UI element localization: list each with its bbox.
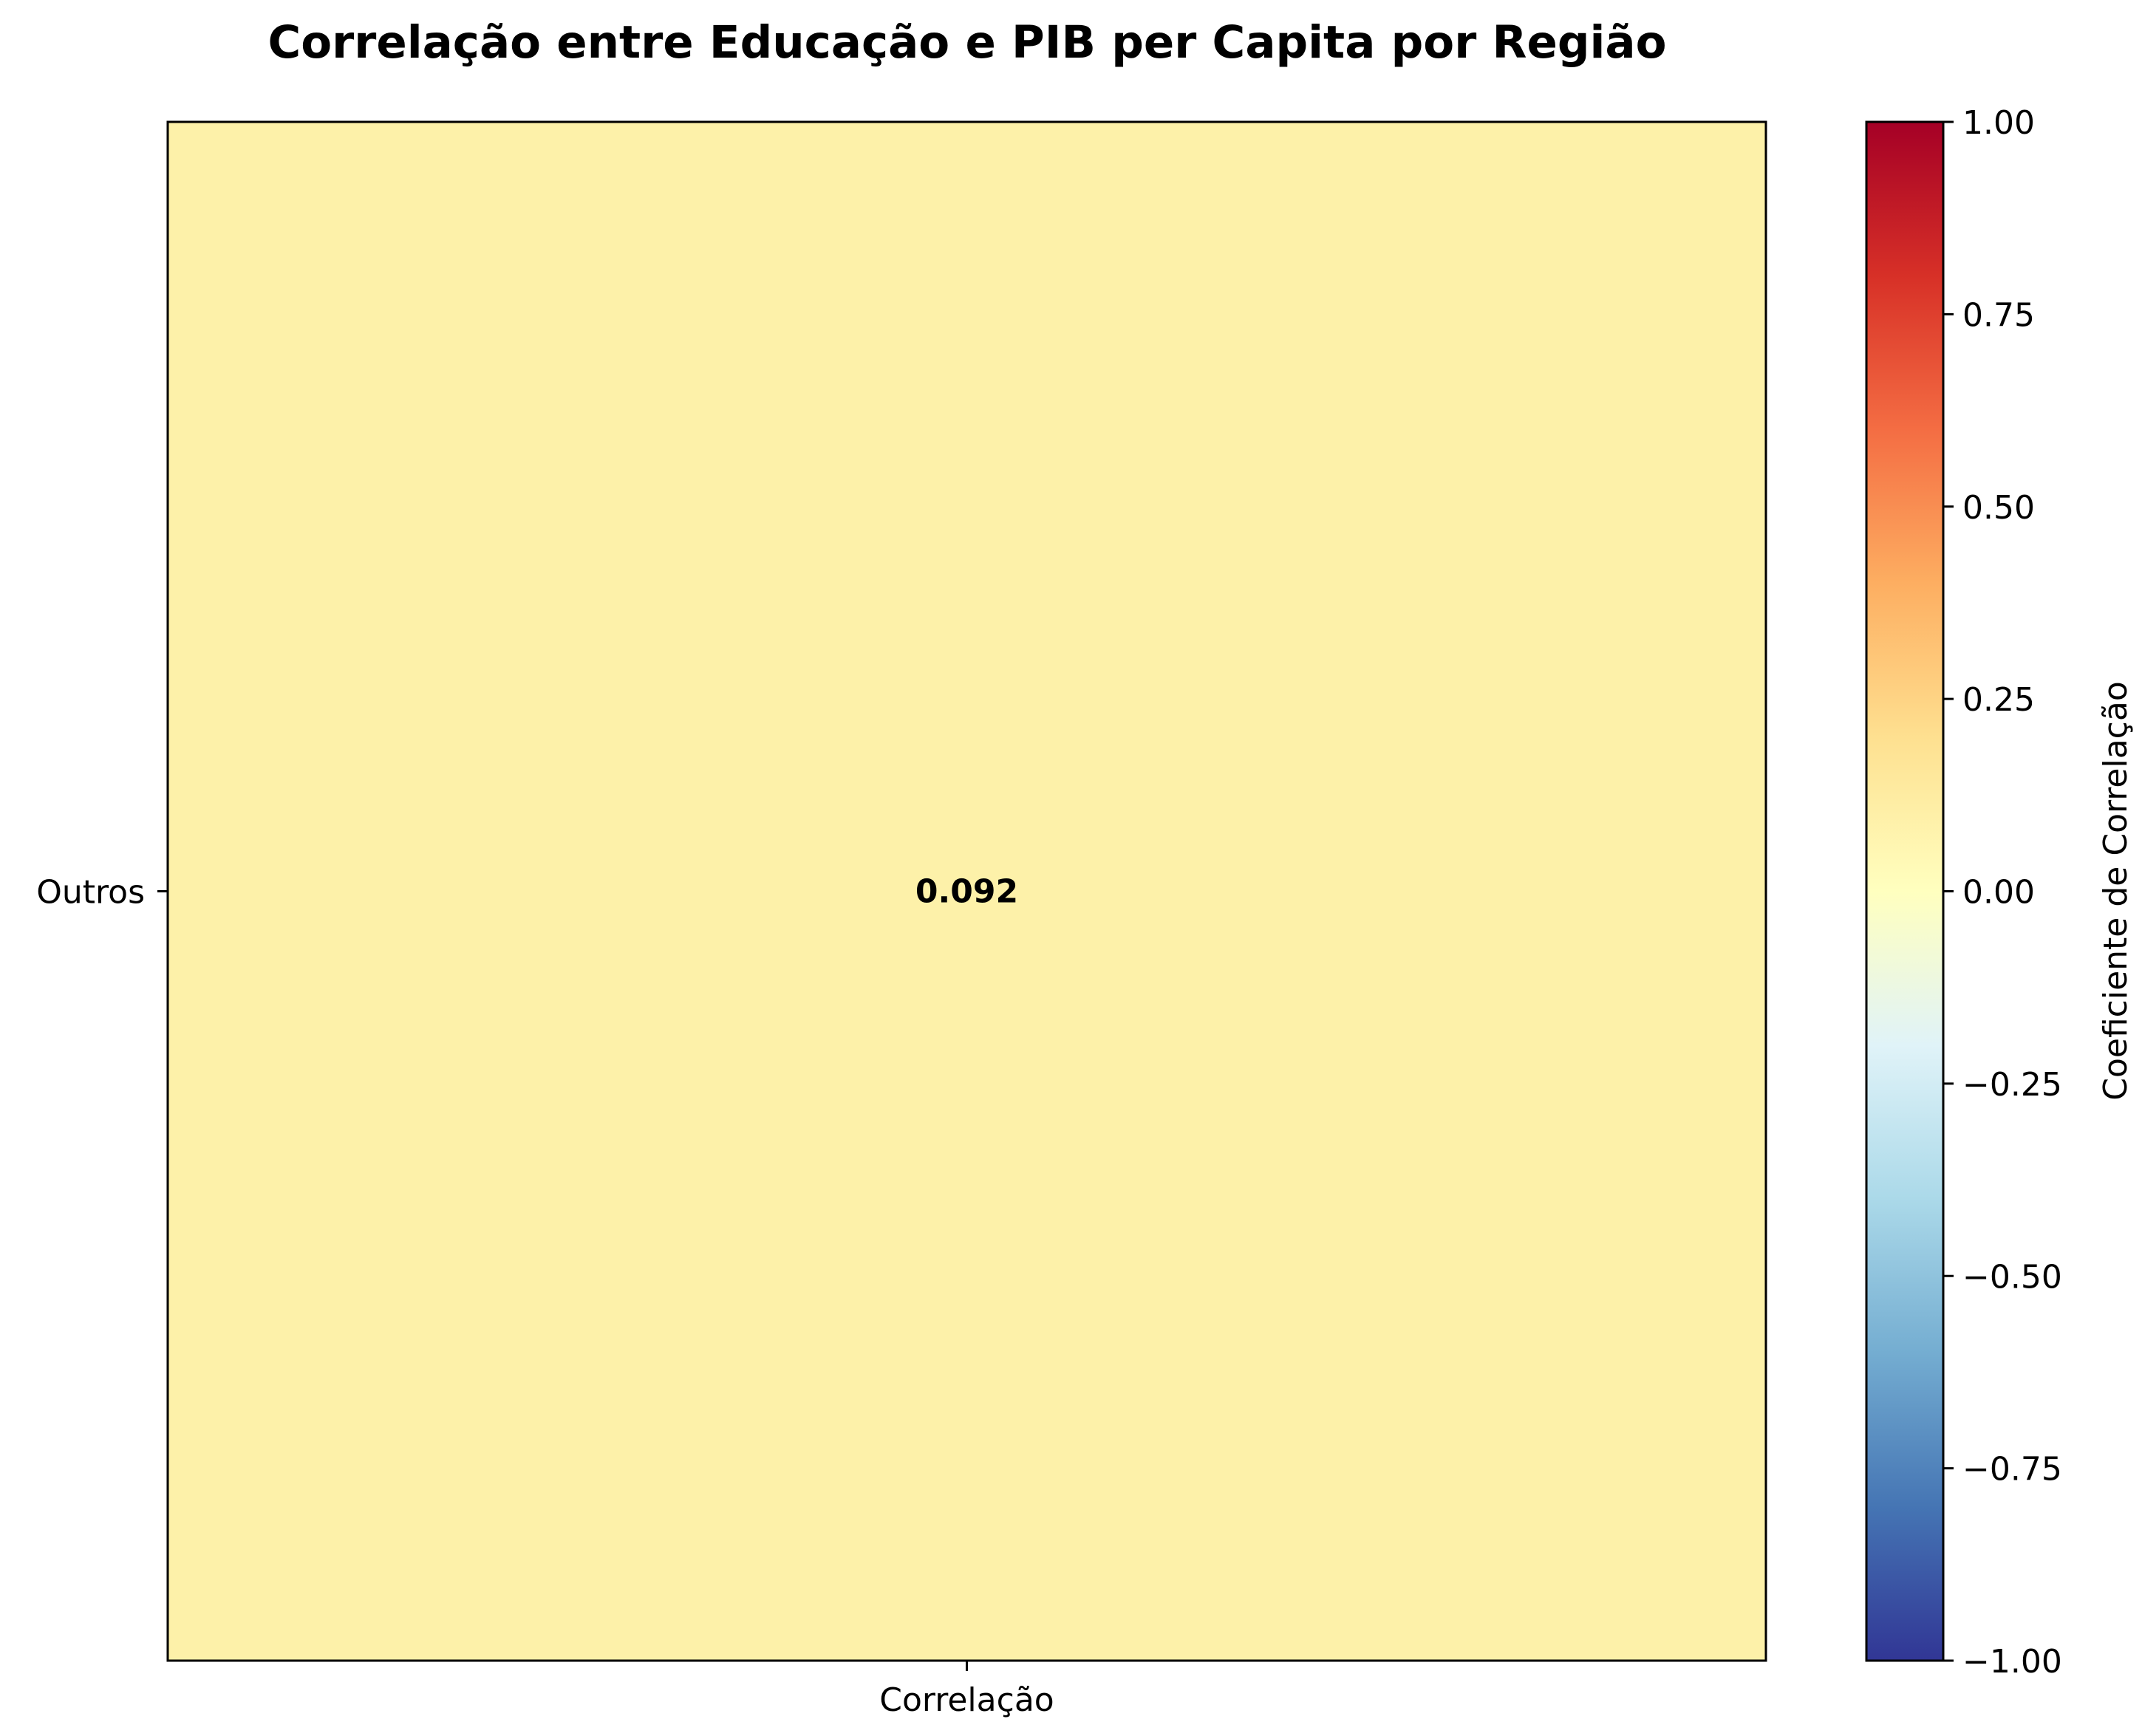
- chart-title: Correlação entre Educação e PIB per Capi…: [268, 16, 1667, 69]
- colorbar-tick-label: −0.25: [1962, 1066, 2062, 1104]
- y-axis: Outros: [36, 874, 168, 912]
- colorbar: 1.00 0.75 0.50 0.25 0.00 −0.25 −0.50 −0.75 −1.00…: [1865, 104, 2135, 1681]
- colorbar-fill: [1866, 122, 1943, 1661]
- heatmap-cell: [168, 122, 1766, 1661]
- y-tick-label: Outros: [36, 874, 145, 912]
- colorbar-tick-label: −0.50: [1962, 1258, 2062, 1296]
- colorbar-tick-label: 1.00: [1962, 104, 2035, 142]
- cell-value-label: 0.092: [915, 873, 1018, 911]
- colorbar-ticks: 1.00 0.75 0.50 0.25 0.00 −0.25 −0.50 −0.75 −1.00: [1943, 104, 2062, 1681]
- colorbar-tick-label: −0.75: [1962, 1451, 2062, 1489]
- colorbar-tick-label: 0.50: [1962, 489, 2035, 527]
- colorbar-tick-label: −1.00: [1962, 1643, 2062, 1681]
- colorbar-tick-label: 0.25: [1962, 681, 2035, 719]
- colorbar-label: Coeficiente de Correlação: [2097, 681, 2135, 1101]
- colorbar-tick-label: 0.75: [1962, 296, 2035, 334]
- heatmap-area: 0.092: [168, 122, 1766, 1661]
- x-tick-label: Correlação: [879, 1681, 1054, 1719]
- x-axis: Correlação: [879, 1661, 1054, 1719]
- colorbar-tick-label: 0.00: [1962, 874, 2035, 912]
